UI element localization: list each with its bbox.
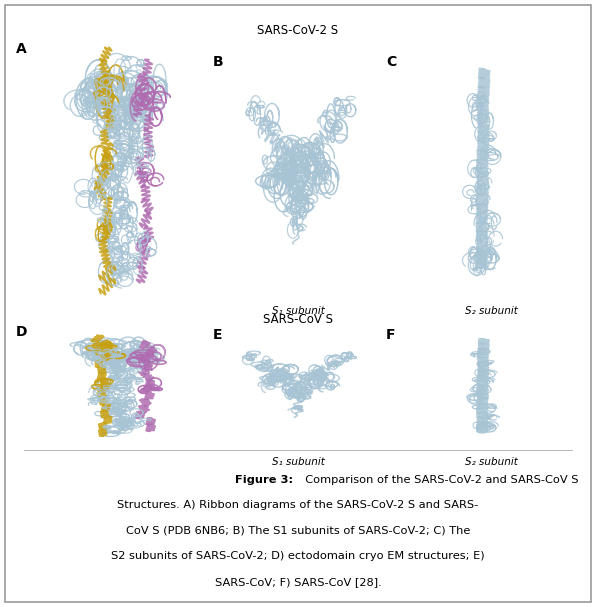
Text: B: B bbox=[213, 55, 224, 69]
Text: Structures. A) Ribbon diagrams of the SARS-CoV-2 S and SARS-: Structures. A) Ribbon diagrams of the SA… bbox=[117, 500, 479, 510]
Text: D: D bbox=[16, 325, 27, 339]
Text: E: E bbox=[213, 328, 222, 342]
Text: SARS-CoV S: SARS-CoV S bbox=[263, 313, 333, 327]
Text: C: C bbox=[386, 55, 396, 69]
Text: S₁ subunit: S₁ subunit bbox=[272, 305, 324, 316]
Text: SARS-CoV-2 S: SARS-CoV-2 S bbox=[257, 24, 339, 36]
Text: A: A bbox=[16, 42, 27, 56]
Text: S₂ subunit: S₂ subunit bbox=[465, 457, 518, 467]
Text: Comparison of the SARS-CoV-2 and SARS-CoV S: Comparison of the SARS-CoV-2 and SARS-Co… bbox=[298, 475, 579, 484]
Text: S₁ subunit: S₁ subunit bbox=[272, 457, 324, 467]
Text: S₂ subunit: S₂ subunit bbox=[465, 305, 518, 316]
Text: SARS-CoV; F) SARS-CoV [28].: SARS-CoV; F) SARS-CoV [28]. bbox=[215, 577, 381, 586]
Text: S2 subunits of SARS-CoV-2; D) ectodomain cryo EM structures; E): S2 subunits of SARS-CoV-2; D) ectodomain… bbox=[111, 551, 485, 561]
Text: Figure 3:: Figure 3: bbox=[235, 475, 294, 484]
Text: F: F bbox=[386, 328, 396, 342]
Text: CoV S (PDB 6NB6; B) The S1 subunits of SARS-CoV-2; C) The: CoV S (PDB 6NB6; B) The S1 subunits of S… bbox=[126, 526, 470, 535]
